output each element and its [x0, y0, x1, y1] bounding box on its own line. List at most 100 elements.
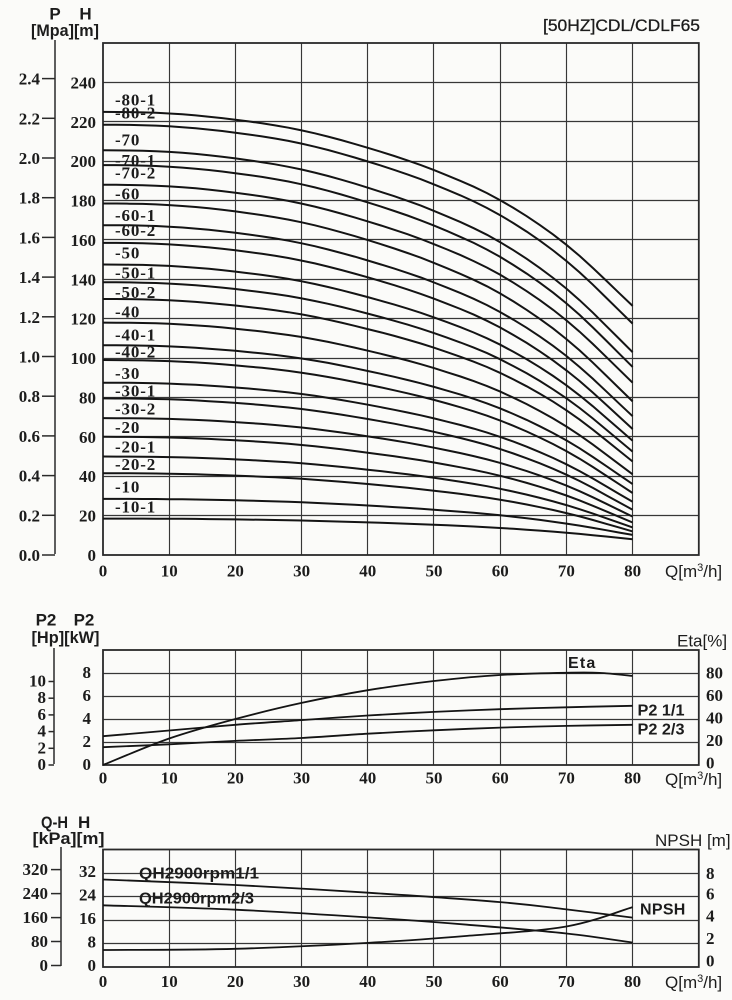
svg-text:2.2: 2.2 — [19, 109, 40, 128]
svg-text:20: 20 — [227, 972, 244, 991]
svg-text:-60-1: -60-1 — [115, 206, 156, 225]
svg-text:70: 70 — [558, 972, 575, 991]
svg-text:220: 220 — [71, 113, 97, 132]
svg-text:240: 240 — [71, 73, 97, 92]
svg-text:NPSH: NPSH — [640, 902, 686, 919]
svg-text:Q[m3/h]: Q[m3/h] — [665, 770, 722, 789]
svg-text:-70-2: -70-2 — [115, 164, 156, 183]
svg-text:-70-1: -70-1 — [115, 151, 156, 170]
svg-text:0: 0 — [38, 755, 47, 774]
svg-text:1.4: 1.4 — [19, 268, 41, 287]
svg-text:80: 80 — [31, 932, 48, 951]
svg-text:P2: P2 — [36, 611, 57, 630]
svg-text:180: 180 — [71, 192, 97, 211]
svg-text:0.0: 0.0 — [19, 546, 40, 565]
svg-text:50: 50 — [426, 769, 443, 788]
svg-text:20: 20 — [79, 507, 96, 526]
svg-text:100: 100 — [71, 349, 97, 368]
svg-text:16: 16 — [79, 909, 96, 928]
svg-text:-20: -20 — [115, 418, 140, 437]
svg-text:2.4: 2.4 — [19, 70, 41, 89]
svg-text:P: P — [49, 5, 60, 24]
svg-text:4: 4 — [706, 907, 715, 926]
svg-text:-20-1: -20-1 — [115, 438, 156, 457]
svg-text:[50HZ]CDL/CDLF65: [50HZ]CDL/CDLF65 — [543, 16, 700, 35]
svg-text:-60-2: -60-2 — [115, 221, 156, 240]
svg-text:-80-2: -80-2 — [115, 104, 156, 123]
svg-text:160: 160 — [23, 908, 49, 927]
svg-text:80: 80 — [624, 769, 641, 788]
svg-text:[kPa][m]: [kPa][m] — [33, 829, 105, 848]
svg-text:P2 1/1: P2 1/1 — [638, 703, 685, 720]
svg-text:70: 70 — [558, 562, 575, 581]
svg-text:32: 32 — [79, 862, 96, 881]
svg-text:1.0: 1.0 — [19, 348, 40, 367]
svg-text:40: 40 — [359, 972, 376, 991]
svg-text:[Mpa][m]: [Mpa][m] — [31, 21, 99, 40]
svg-text:80: 80 — [706, 664, 723, 683]
svg-text:2: 2 — [706, 929, 715, 948]
svg-text:70: 70 — [558, 769, 575, 788]
svg-text:10: 10 — [161, 562, 178, 581]
svg-text:0: 0 — [706, 754, 715, 773]
svg-text:1.2: 1.2 — [19, 308, 40, 327]
svg-text:60: 60 — [492, 972, 509, 991]
svg-text:-40-2: -40-2 — [115, 343, 156, 362]
svg-text:0: 0 — [99, 972, 108, 991]
svg-text:P2: P2 — [74, 611, 95, 630]
svg-text:60: 60 — [492, 562, 509, 581]
svg-text:4: 4 — [38, 722, 47, 741]
svg-text:80: 80 — [624, 562, 641, 581]
svg-text:8: 8 — [88, 933, 97, 952]
svg-text:-10-1: -10-1 — [115, 498, 156, 517]
svg-text:0.6: 0.6 — [19, 427, 40, 446]
svg-text:H: H — [78, 813, 90, 832]
svg-text:6: 6 — [706, 885, 715, 904]
svg-text:2: 2 — [38, 738, 47, 757]
svg-text:8: 8 — [83, 663, 92, 682]
svg-text:40: 40 — [79, 467, 96, 486]
svg-text:0: 0 — [40, 956, 49, 975]
svg-text:6: 6 — [83, 686, 92, 705]
svg-text:140: 140 — [71, 270, 97, 289]
svg-text:-50: -50 — [115, 244, 140, 263]
svg-text:0.8: 0.8 — [19, 387, 40, 406]
svg-text:-40: -40 — [115, 303, 140, 322]
svg-text:NPSH [m]: NPSH [m] — [655, 831, 731, 850]
svg-text:-50-2: -50-2 — [115, 283, 156, 302]
svg-text:0: 0 — [83, 755, 92, 774]
svg-text:-60: -60 — [115, 185, 140, 204]
svg-text:-30: -30 — [115, 364, 140, 383]
svg-text:QH2900rpm1/1: QH2900rpm1/1 — [139, 866, 259, 883]
svg-text:[Hp][kW]: [Hp][kW] — [32, 628, 100, 647]
svg-text:80: 80 — [624, 972, 641, 991]
svg-text:-10: -10 — [115, 478, 140, 497]
svg-text:0: 0 — [88, 546, 97, 565]
svg-text:8: 8 — [706, 864, 715, 883]
svg-text:20: 20 — [227, 769, 244, 788]
svg-text:0: 0 — [99, 562, 108, 581]
svg-text:50: 50 — [426, 562, 443, 581]
svg-text:10: 10 — [161, 769, 178, 788]
svg-text:Q-H: Q-H — [41, 813, 68, 832]
svg-text:50: 50 — [426, 972, 443, 991]
svg-text:160: 160 — [71, 231, 97, 250]
svg-text:240: 240 — [23, 884, 49, 903]
svg-text:1.8: 1.8 — [19, 189, 40, 208]
svg-text:-40-1: -40-1 — [115, 326, 156, 345]
svg-text:QH2900rpm2/3: QH2900rpm2/3 — [139, 891, 254, 908]
svg-text:-80-1: -80-1 — [115, 91, 156, 110]
svg-text:40: 40 — [706, 709, 723, 728]
svg-text:-30-2: -30-2 — [115, 400, 156, 419]
svg-text:0: 0 — [706, 952, 715, 971]
svg-text:Q[m3/h]: Q[m3/h] — [665, 562, 722, 581]
svg-text:-50-1: -50-1 — [115, 264, 156, 283]
svg-text:2: 2 — [83, 732, 92, 751]
svg-text:24: 24 — [79, 886, 97, 905]
svg-text:0: 0 — [99, 769, 108, 788]
svg-text:60: 60 — [79, 428, 96, 447]
svg-text:P2 2/3: P2 2/3 — [638, 722, 685, 739]
svg-text:10: 10 — [161, 972, 178, 991]
svg-text:40: 40 — [359, 562, 376, 581]
svg-text:-20-2: -20-2 — [115, 455, 156, 474]
